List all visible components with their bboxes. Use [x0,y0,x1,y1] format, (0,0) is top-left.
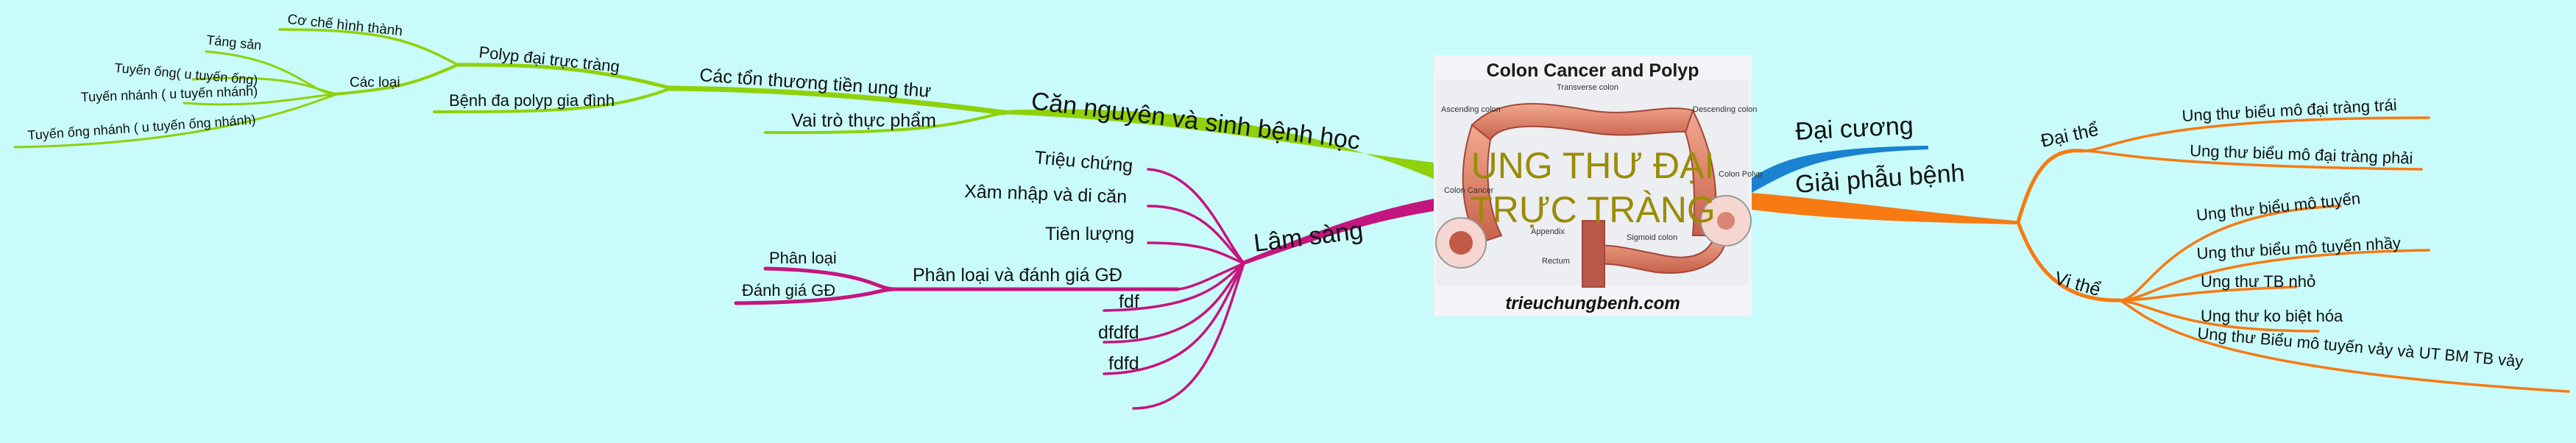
connector-main-can-nguyen [1001,109,1443,182]
label-tuyen-nhanh[interactable]: Tuyến nhánh ( u tuyến nhánh) [80,84,258,104]
connector-cac-ton-thuong-benh-da-polyp [433,87,673,113]
connector-can-nguyen-cac-ton-thuong [667,85,1007,116]
connector-cac-ton-thuong-polyp [454,63,673,91]
connector-can-nguyen-vai-tro [764,111,1005,135]
label-fdf[interactable]: fdf [1119,291,1139,312]
connector-main-dai-cuong [1752,146,1928,193]
connector-main-giai-phau [1752,193,2017,224]
connector-lam-sang-children [1103,168,1245,410]
label-ut-bieu-mo-tuyen-vay[interactable]: Ung thư Biểu mô tuyến vảy và UT BM TB vả… [2197,324,2524,371]
label-trieu-chung[interactable]: Triệu chứng [1033,147,1133,177]
connector-giai-phau-children [2016,149,2122,302]
label-ascending-colon: Ascending colon [1441,105,1501,114]
label-polyp[interactable]: Polyp đại trực tràng [478,43,620,76]
connector-phan-loai-items [734,266,1180,305]
branch-can-nguyen: Căn nguyên và sinh bệnh học Các tổn thươ… [13,12,1443,182]
label-tien-luong[interactable]: Tiên lượng [1045,224,1134,244]
label-dai-the[interactable]: Đại thể [2039,119,2100,152]
label-danh-gia-gd[interactable]: Đánh giá GĐ [742,281,835,300]
label-vi-the[interactable]: Vi thể [2052,268,2103,300]
label-tang-san[interactable]: Táng sản [206,32,263,53]
anatomy-labels: Transverse colon Ascending colon Descend… [1441,83,1762,266]
label-co-che[interactable]: Cơ chế hình thành [286,12,403,39]
label-dfdfd[interactable]: dfdfd [1098,322,1139,343]
label-ut-tb-nho[interactable]: Ung thư TB nhỏ [2201,272,2315,291]
label-benh-da-polyp[interactable]: Bệnh đa polyp gia đình [449,91,615,110]
label-rectum: Rectum [1542,257,1570,266]
label-phan-loai-gd[interactable]: Phân loại và đánh giá GĐ [913,265,1122,286]
label-ut-bieu-mo-tuyen[interactable]: Ung thư biểu mô tuyến [2195,189,2361,224]
branch-lam-sang: Lâm sàng Triệu chứng Xâm nhập và di căn … [734,147,1443,410]
connector-cac-loai-items [13,50,339,149]
label-fdfd[interactable]: fdfd [1108,353,1139,374]
label-cac-loai[interactable]: Các loại [350,75,400,91]
label-vai-tro[interactable]: Vai trò thực phẩm [791,110,936,131]
label-tuyen-ong-nhanh[interactable]: Tuyến ống nhánh ( u tuyến ống nhánh) [27,112,256,143]
connector-polyp-cac-loai [333,63,459,96]
connector-main-lam-sang [1242,197,1443,265]
image-title: Colon Cancer and Polyp [1487,60,1699,81]
label-lam-sang[interactable]: Lâm sàng [1252,216,1365,258]
label-xam-nhap[interactable]: Xâm nhập và di căn [964,181,1128,208]
label-phan-loai[interactable]: Phân loại [769,249,837,267]
image-caption: trieuchungbenh.com [1505,294,1680,313]
branch-dai-cuong: Đại cương [1752,112,1928,193]
colon-illustration [1435,103,1752,288]
label-can-nguyen[interactable]: Căn nguyên và sinh bệnh học [1030,87,1362,155]
label-tuyen-ong[interactable]: Tuyến ống( u tuyến ống) [114,60,258,88]
label-sigmoid-colon: Sigmoid colon [1627,233,1677,242]
label-dai-cuong[interactable]: Đại cương [1794,112,1914,146]
label-giai-phau[interactable]: Giải phẫu bệnh [1794,159,1966,199]
label-appendix: Appendix [1531,227,1565,236]
label-descending-colon: Descending colon [1693,105,1757,114]
label-colon-cancer: Colon Cancer [1444,186,1494,195]
central-topic[interactable]: Colon Cancer and Polyp Transverse colon … [1434,55,1762,316]
connector-polyp-co-che [278,28,459,66]
connector-vi-the-items [2118,205,2570,393]
label-transverse-colon: Transverse colon [1557,83,1618,92]
central-title-line1: UNG THƯ ĐẠI [1471,145,1715,186]
label-colon-polyp: Colon Polyp [1719,170,1762,179]
central-title-line2: TRỰC TRÀNG [1470,189,1715,230]
connector-dai-the-items [2081,116,2430,171]
label-ut-ko-biet-hoa[interactable]: Ung thư ko biệt hóa [2201,307,2343,325]
